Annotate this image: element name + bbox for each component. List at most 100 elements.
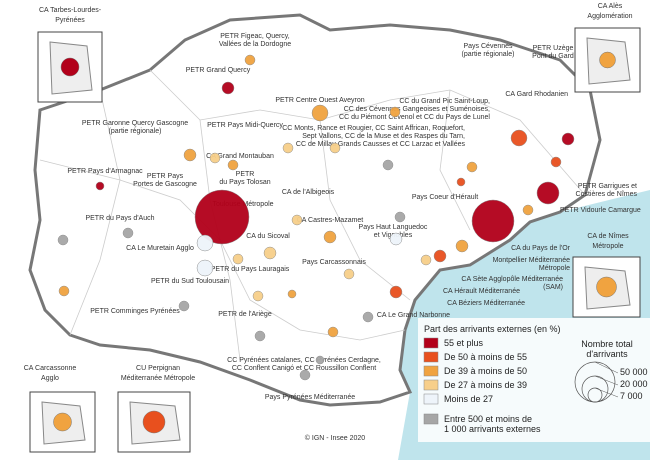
legend-title: Part des arrivants externes (en %): [424, 324, 561, 334]
territory-bubble: [510, 129, 528, 147]
area-label: CA Le Muretain Agglo: [126, 245, 194, 252]
area-label: CC de Millau Grands Causses et CC Larzac…: [296, 141, 466, 148]
credit: © IGN - Insee 2020: [305, 434, 366, 442]
area-label: PETR Uzège: [533, 45, 574, 52]
territory-bubble: [536, 181, 560, 205]
area-label: PETR Pays: [147, 173, 184, 180]
territory-bubble: [311, 104, 329, 122]
area-label: CC des Cévennes Gangeoises et Suménoises…: [344, 106, 490, 113]
area-label: PETR Garrigues et: [578, 183, 637, 190]
area-label: CA Sète Agglopôle Méditerranée: [461, 276, 563, 283]
area-label: PETR Garonne Quercy Gascogne: [82, 120, 188, 127]
area-label: Costières de Nîmes: [576, 191, 638, 198]
territory-bubble: [221, 81, 235, 95]
area-label: (partie régionale): [109, 128, 162, 135]
area-label: Pays Pyrénées Méditerranée: [265, 394, 355, 401]
legend-swatch: [423, 365, 439, 377]
territory-bubble: [433, 249, 447, 263]
region: [28, 13, 602, 407]
territory-bubble: [522, 204, 534, 216]
legend-swatch: [423, 337, 439, 349]
territory-bubble: [95, 181, 105, 191]
territory-bubble: [196, 259, 214, 277]
territory-bubble: [263, 246, 277, 260]
area-label: Pont du Gard: [532, 53, 574, 60]
territory-bubble: [550, 156, 562, 168]
legend-swatch: [423, 393, 439, 405]
legend-item: De 27 à moins de 39: [444, 380, 527, 390]
area-label: PETR Figeac, Quercy,: [220, 33, 290, 40]
inset-title: CA Alès: [598, 3, 623, 10]
territory-bubble: [394, 211, 406, 223]
territory-bubble: [58, 285, 70, 297]
territory-bubble: [252, 290, 264, 302]
legend-swatch: [423, 351, 439, 363]
area-label: CA Grand Montauban: [206, 153, 274, 160]
territory-bubble: [420, 254, 432, 266]
inset-bubble: [596, 276, 617, 298]
territory-bubble: [455, 239, 469, 253]
inset-bubble: [599, 51, 616, 69]
territory-bubble: [362, 311, 374, 323]
territory-bubble: [343, 268, 355, 280]
legend-swatch: [423, 379, 439, 391]
area-label: CA du Pays de l'Or: [511, 245, 571, 252]
territory-bubble: [389, 232, 403, 246]
territory-bubble: [291, 214, 303, 226]
inset-title: Agglomération: [587, 13, 632, 20]
territory-bubble: [327, 326, 339, 338]
inset-title: CA Tarbes-Lourdes-: [39, 7, 102, 14]
area-label: CA du Sicoval: [246, 233, 290, 240]
area-label: (SAM): [543, 284, 563, 291]
territory-bubble: [178, 300, 190, 312]
territory-bubble: [196, 234, 214, 252]
legend-item: De 50 à moins de 55: [444, 352, 527, 362]
area-label: Montpellier Méditerranée: [493, 257, 571, 264]
area-label: PETR Pays Midi-Quercy: [207, 122, 283, 129]
territory-bubble: [282, 142, 294, 154]
area-label: Pays Haut Languedoc: [359, 224, 428, 231]
territory-bubble: [389, 285, 403, 299]
territory-bubble: [227, 159, 239, 171]
inset-title: Agglo: [41, 375, 59, 382]
legend-box: [418, 318, 650, 442]
inset-title: CA Carcassonne: [24, 365, 77, 372]
size-leader: [594, 387, 619, 398]
territory-bubble: [232, 253, 244, 265]
area-label: CA Béziers Méditerranée: [447, 300, 525, 307]
area-label: (partie régionale): [462, 51, 515, 58]
area-label: PETR Grand Quercy: [186, 67, 251, 74]
territory-bubble: [194, 189, 250, 245]
territory-bubble: [122, 227, 134, 239]
territory-bubble: [389, 106, 401, 118]
size-leader: [594, 361, 619, 374]
area-label: Pays Cévennes: [463, 43, 513, 50]
inset-title: CA de Nîmes: [587, 233, 629, 240]
size-value: 50 000: [620, 367, 648, 377]
area-label: PETR du Pays d'Auch: [85, 215, 154, 222]
inset-title: Pyrénées: [55, 17, 85, 24]
legend-item: 1 000 arrivants externes: [444, 424, 541, 434]
territory-bubble: [315, 355, 325, 365]
legend-item: 55 et plus: [444, 338, 484, 348]
area-label: CC Pyrénées catalanes, CC Pyrénées Cerda…: [227, 357, 381, 364]
territory-bubble: [254, 330, 266, 342]
territory-bubble: [561, 132, 575, 146]
legend-swatch: [423, 413, 439, 425]
territory-bubble: [57, 234, 69, 246]
inset-title: Méditerranée Métropole: [121, 375, 195, 382]
area-label: Portes de Gascogne: [133, 181, 197, 188]
area-label: Vallées de la Dordogne: [219, 41, 291, 48]
territory-bubble: [209, 152, 221, 164]
area-label: Métropole: [539, 265, 570, 272]
legend-item: Entre 500 et moins de: [444, 414, 532, 424]
area-label: CA Le Grand Narbonne: [377, 312, 450, 319]
territory-bubble: [456, 177, 466, 187]
territory-bubble: [244, 54, 256, 66]
area-label: CA Castres-Mazamet: [297, 217, 364, 224]
area-label: CC du Grand Pic Saint-Loup,: [399, 98, 490, 105]
territory-bubble: [382, 159, 394, 171]
area-label: PETR Pays d'Armagnac: [67, 168, 143, 175]
area-label: PETR: [236, 171, 255, 178]
